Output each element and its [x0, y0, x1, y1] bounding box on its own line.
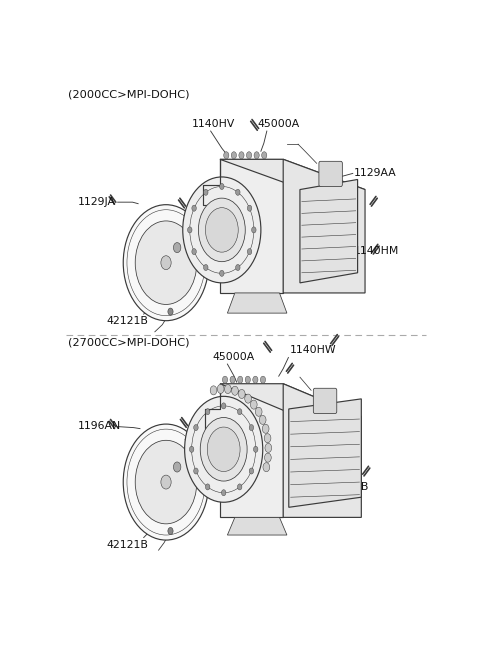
Circle shape: [161, 475, 171, 489]
Circle shape: [207, 427, 240, 472]
Circle shape: [222, 376, 228, 383]
Text: 1129AA: 1129AA: [354, 168, 396, 178]
Polygon shape: [289, 399, 361, 507]
Circle shape: [198, 198, 245, 262]
Circle shape: [205, 409, 210, 415]
Circle shape: [231, 152, 237, 159]
Text: 1196AN: 1196AN: [78, 421, 121, 430]
Circle shape: [200, 417, 247, 481]
Circle shape: [254, 152, 259, 159]
Circle shape: [192, 249, 196, 255]
Circle shape: [249, 468, 253, 474]
Polygon shape: [220, 384, 283, 517]
Circle shape: [192, 205, 196, 211]
Polygon shape: [228, 293, 287, 313]
Circle shape: [247, 249, 252, 255]
Circle shape: [239, 152, 244, 159]
Circle shape: [205, 484, 210, 490]
Circle shape: [236, 189, 240, 195]
Polygon shape: [220, 384, 361, 417]
Circle shape: [251, 400, 257, 409]
FancyBboxPatch shape: [313, 388, 337, 413]
Circle shape: [263, 462, 270, 472]
Circle shape: [123, 424, 209, 540]
Polygon shape: [228, 517, 287, 535]
Circle shape: [260, 376, 265, 383]
Circle shape: [168, 527, 173, 534]
Circle shape: [185, 396, 263, 502]
Circle shape: [210, 386, 217, 395]
Text: 1140HW: 1140HW: [290, 345, 336, 355]
Circle shape: [245, 376, 251, 383]
Circle shape: [263, 424, 269, 434]
Text: 45000A: 45000A: [213, 352, 255, 362]
Circle shape: [230, 376, 235, 383]
Circle shape: [249, 424, 253, 430]
Circle shape: [255, 407, 262, 417]
Text: (2000CC>MPI-DOHC): (2000CC>MPI-DOHC): [68, 90, 190, 100]
Circle shape: [173, 462, 181, 472]
Text: 1140HV: 1140HV: [192, 119, 235, 129]
Circle shape: [238, 484, 242, 490]
Text: 42121B: 42121B: [107, 540, 149, 550]
Text: (2700CC>MPI-DOHC): (2700CC>MPI-DOHC): [68, 337, 190, 347]
Circle shape: [194, 468, 198, 474]
Circle shape: [219, 183, 224, 189]
Circle shape: [247, 205, 252, 211]
Circle shape: [259, 415, 266, 424]
Circle shape: [221, 403, 226, 409]
Circle shape: [264, 453, 271, 462]
Circle shape: [204, 265, 208, 271]
Circle shape: [190, 446, 194, 453]
Circle shape: [135, 221, 197, 305]
Circle shape: [168, 308, 173, 315]
Circle shape: [264, 434, 271, 443]
Circle shape: [135, 440, 197, 524]
Text: 42121B: 42121B: [107, 316, 149, 326]
Circle shape: [194, 424, 198, 430]
FancyBboxPatch shape: [319, 161, 342, 187]
Circle shape: [183, 177, 261, 283]
Polygon shape: [220, 159, 283, 293]
Circle shape: [265, 443, 272, 453]
Circle shape: [245, 394, 252, 403]
Polygon shape: [220, 159, 365, 189]
Circle shape: [232, 386, 238, 395]
Text: 1129JA: 1129JA: [78, 197, 116, 207]
Text: 1140JB: 1140JB: [331, 482, 369, 492]
Circle shape: [253, 446, 258, 453]
Circle shape: [219, 271, 224, 276]
Circle shape: [262, 152, 267, 159]
Circle shape: [238, 409, 242, 415]
Circle shape: [204, 189, 208, 195]
Circle shape: [225, 384, 231, 394]
Circle shape: [236, 265, 240, 271]
Circle shape: [253, 376, 258, 383]
Polygon shape: [283, 384, 361, 517]
Polygon shape: [300, 179, 358, 283]
Text: 45000A: 45000A: [257, 119, 300, 129]
Circle shape: [217, 384, 224, 394]
Circle shape: [246, 152, 252, 159]
Circle shape: [161, 255, 171, 270]
Circle shape: [123, 204, 209, 321]
Circle shape: [173, 242, 181, 253]
Circle shape: [205, 208, 238, 252]
Circle shape: [252, 227, 256, 233]
Circle shape: [224, 152, 229, 159]
Circle shape: [188, 227, 192, 233]
Circle shape: [239, 390, 245, 398]
Polygon shape: [283, 159, 365, 293]
Circle shape: [238, 376, 243, 383]
Circle shape: [221, 490, 226, 496]
Text: 1140HM: 1140HM: [354, 246, 399, 256]
